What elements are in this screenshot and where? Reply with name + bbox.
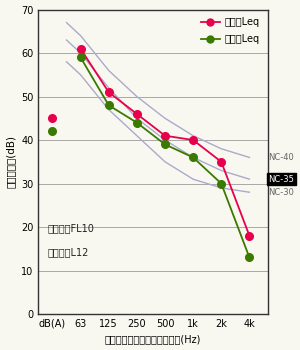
X-axis label: オクターブバンド中心周波数(Hz): オクターブバンド中心周波数(Hz) — [105, 335, 201, 344]
Text: 現設計　FL10: 現設計 FL10 — [47, 223, 94, 233]
Text: NC-35: NC-35 — [268, 175, 294, 184]
Legend: 現設計Leq, 改善案Leq: 現設計Leq, 改善案Leq — [198, 14, 263, 47]
Y-axis label: 音圧レベル(dB): 音圧レベル(dB) — [6, 135, 16, 188]
Text: NC-40: NC-40 — [268, 153, 294, 162]
Text: NC-30: NC-30 — [268, 188, 294, 197]
Text: 改善案　L12: 改善案 L12 — [47, 247, 89, 257]
